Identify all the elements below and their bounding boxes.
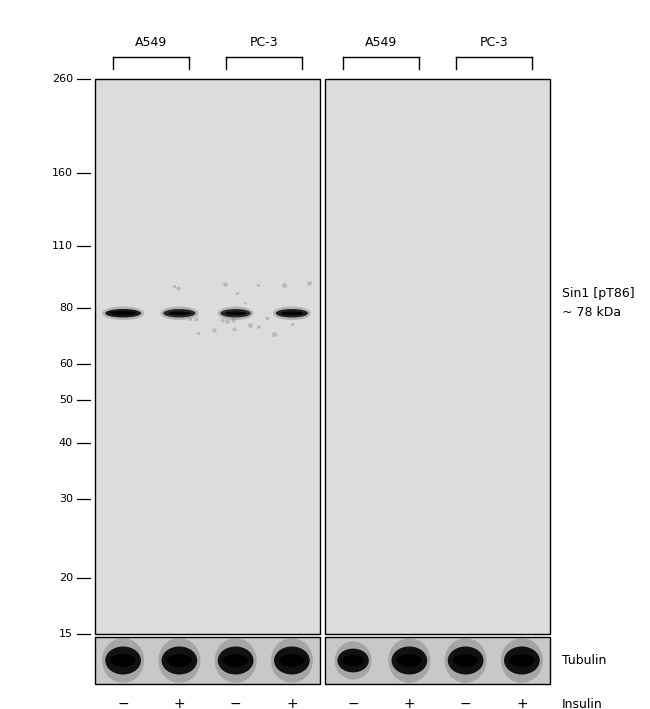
Bar [95, 79, 320, 634]
Text: PC-3: PC-3 [250, 36, 278, 49]
Text: 50: 50 [59, 395, 73, 405]
Text: Tubulin: Tubulin [562, 654, 606, 667]
Text: 110: 110 [52, 241, 73, 252]
Bar [95, 637, 320, 684]
Ellipse shape [159, 638, 200, 683]
Text: Insulin: Insulin [562, 698, 603, 709]
Bar [325, 79, 550, 634]
Text: 260: 260 [52, 74, 73, 84]
Ellipse shape [337, 649, 369, 672]
Text: 15: 15 [59, 629, 73, 639]
Ellipse shape [163, 309, 196, 318]
Ellipse shape [168, 311, 190, 316]
Ellipse shape [389, 638, 430, 683]
Ellipse shape [161, 306, 198, 320]
Ellipse shape [214, 638, 257, 683]
Text: +: + [286, 697, 298, 709]
Ellipse shape [111, 654, 136, 666]
Text: 60: 60 [59, 359, 73, 369]
Text: 40: 40 [59, 438, 73, 448]
Ellipse shape [102, 306, 144, 320]
Text: 20: 20 [59, 573, 73, 583]
Ellipse shape [335, 642, 372, 679]
Ellipse shape [105, 647, 141, 674]
Ellipse shape [510, 654, 534, 666]
Ellipse shape [445, 638, 487, 683]
Ellipse shape [105, 309, 141, 318]
Text: −: − [460, 697, 471, 709]
Text: Sin1 [pT86]
~ 78 kDa: Sin1 [pT86] ~ 78 kDa [562, 287, 634, 319]
Ellipse shape [276, 309, 308, 318]
Ellipse shape [271, 638, 313, 683]
Ellipse shape [167, 654, 192, 666]
Ellipse shape [218, 306, 254, 320]
Ellipse shape [102, 638, 144, 683]
Ellipse shape [448, 647, 484, 674]
Text: +: + [516, 697, 528, 709]
Text: PC-3: PC-3 [480, 36, 508, 49]
Ellipse shape [220, 309, 251, 318]
Ellipse shape [161, 647, 197, 674]
Ellipse shape [453, 654, 478, 666]
Text: A549: A549 [135, 36, 168, 49]
Text: −: − [117, 697, 129, 709]
Ellipse shape [218, 647, 254, 674]
Text: 160: 160 [52, 169, 73, 179]
Ellipse shape [273, 306, 311, 320]
Ellipse shape [225, 311, 246, 316]
Text: 80: 80 [59, 303, 73, 313]
Text: 30: 30 [59, 494, 73, 504]
Ellipse shape [111, 311, 136, 316]
Ellipse shape [504, 647, 540, 674]
Ellipse shape [281, 311, 303, 316]
Text: +: + [404, 697, 415, 709]
Ellipse shape [280, 654, 304, 666]
Ellipse shape [501, 638, 543, 683]
Text: −: − [347, 697, 359, 709]
Ellipse shape [274, 647, 310, 674]
Text: +: + [174, 697, 185, 709]
Text: −: − [230, 697, 241, 709]
Bar [325, 637, 550, 684]
Ellipse shape [396, 654, 422, 666]
Ellipse shape [342, 655, 364, 666]
Text: A549: A549 [365, 36, 397, 49]
Ellipse shape [223, 654, 248, 666]
Ellipse shape [391, 647, 427, 674]
